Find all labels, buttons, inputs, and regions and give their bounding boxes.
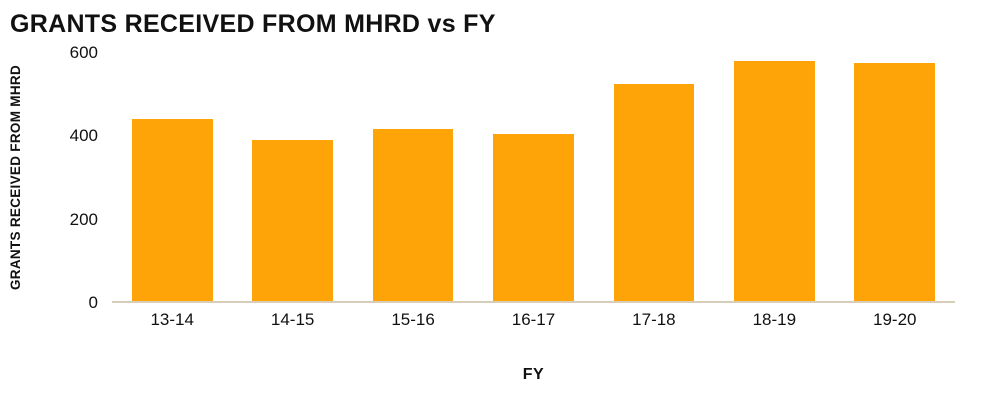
bar-slot	[112, 53, 232, 301]
chart-body: GRANTS RECEIVED FROM MHRD 0 200 400 600 13-…	[0, 39, 983, 384]
bar-17-18	[613, 84, 695, 301]
bar-slot	[353, 53, 473, 301]
bar-14-15	[252, 139, 333, 301]
y-tick-label-200: 200	[69, 209, 98, 229]
x-tick-label-15-16: 15-16	[391, 310, 435, 329]
x-tick-label-16-17: 16-17	[511, 310, 556, 329]
x-tick-label-13-14: 13-14	[150, 310, 194, 329]
x-tick-label-18-19: 18-19	[752, 310, 797, 329]
x-axis-label-row: FY	[112, 366, 955, 384]
y-axis-label-column: GRANTS RECEIVED FROM MHRD	[0, 53, 30, 303]
y-tick-label-0: 0	[88, 293, 98, 312]
bar-slot	[835, 53, 955, 301]
bar-slot	[594, 53, 714, 301]
chart-title: GRANTS RECEIVED FROM MHRD vs FY	[10, 10, 496, 38]
bar-18-19	[733, 61, 815, 301]
bar-15-16	[372, 129, 454, 301]
x-tick-label-14-15: 14-15	[270, 310, 315, 329]
plot-area	[112, 53, 955, 303]
bar-13-14	[131, 119, 213, 301]
x-tick-label-19-20: 19-20	[873, 310, 917, 329]
y-tick-label-400: 400	[69, 126, 98, 146]
bar-16-17	[493, 133, 574, 301]
y-axis-ticks: 0 200 400 600	[30, 43, 112, 312]
y-tick-label-600: 600	[69, 43, 98, 62]
bar-19-20	[854, 63, 936, 301]
bar-slot	[473, 53, 593, 301]
x-axis-labels: 13-14 14-15 15-16 16-17 17-18 18-19 19-20	[112, 310, 955, 330]
x-axis-label: FY	[522, 366, 545, 383]
x-tick-label-17-18: 17-18	[632, 310, 676, 329]
y-axis-label: GRANTS RECEIVED FROM MHRD	[7, 65, 23, 291]
bar-slot	[232, 53, 352, 301]
bar-slot	[714, 53, 834, 301]
